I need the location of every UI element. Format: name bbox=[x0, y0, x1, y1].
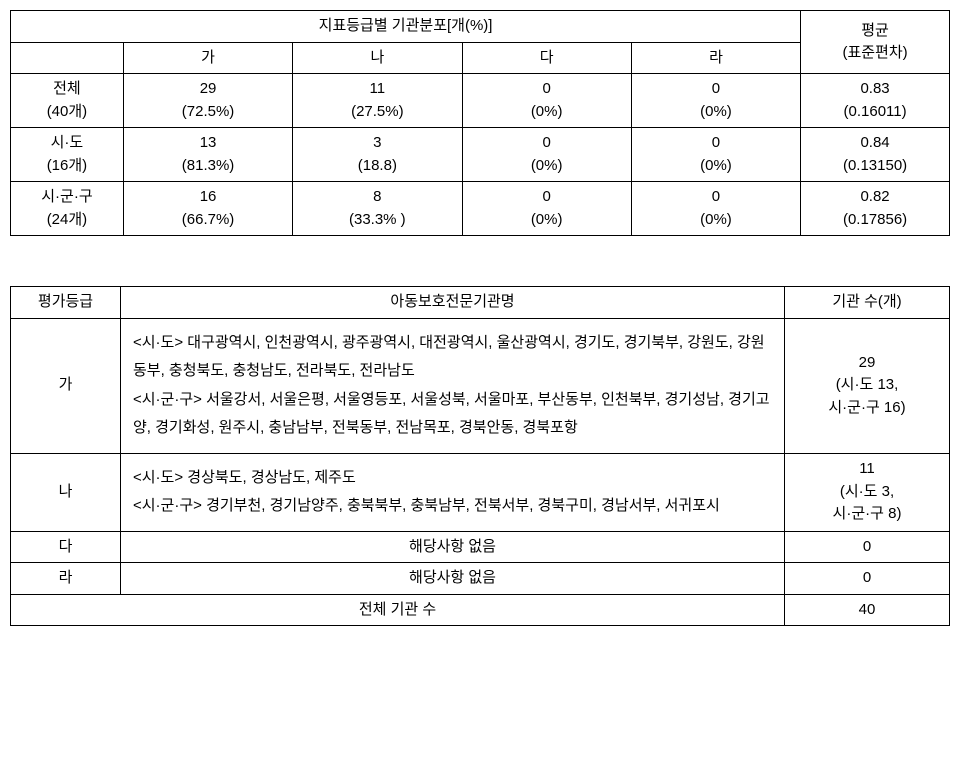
institutions-table: 평가등급 아동보호전문기관명 기관 수(개) 가 <시·도> 대구광역시, 인천… bbox=[10, 286, 950, 626]
table2-row-total: 전체 기관 수 40 bbox=[11, 594, 950, 626]
col-header-ra: 라 bbox=[631, 42, 800, 74]
total-value: 40 bbox=[785, 594, 950, 626]
table1-header-main: 지표등급별 기관분포[개(%)] bbox=[11, 11, 801, 43]
col-header-ga: 가 bbox=[123, 42, 292, 74]
table2-row-ra: 라 해당사항 없음 0 bbox=[11, 563, 950, 595]
table2-row-na: 나 <시·도> 경상북도, 경상남도, 제주도<시·군·구> 경기부천, 경기남… bbox=[11, 453, 950, 531]
desc-ra: 해당사항 없음 bbox=[121, 563, 785, 595]
count-ga: 29(시·도 13,시·군·구 16) bbox=[785, 318, 950, 453]
desc-ga: <시·도> 대구광역시, 인천광역시, 광주광역시, 대전광역시, 울산광역시,… bbox=[121, 318, 785, 453]
desc-na: <시·도> 경상북도, 경상남도, 제주도<시·군·구> 경기부천, 경기남양주… bbox=[121, 453, 785, 531]
table2-row-ga: 가 <시·도> 대구광역시, 인천광역시, 광주광역시, 대전광역시, 울산광역… bbox=[11, 318, 950, 453]
col-header-da: 다 bbox=[462, 42, 631, 74]
desc-da: 해당사항 없음 bbox=[121, 531, 785, 563]
count-na: 11(시·도 3,시·군·구 8) bbox=[785, 453, 950, 531]
table1-row-sigungu: 시·군·구(24개) 16(66.7%) 8(33.3% ) 0(0%) 0(0… bbox=[11, 182, 950, 236]
table2-row-da: 다 해당사항 없음 0 bbox=[11, 531, 950, 563]
table1-blank-header bbox=[11, 42, 124, 74]
table2-header-grade: 평가등급 bbox=[11, 287, 121, 319]
table1-row-sido: 시·도(16개) 13(81.3%) 3(18.8) 0(0%) 0(0%) 0… bbox=[11, 128, 950, 182]
total-label: 전체 기관 수 bbox=[11, 594, 785, 626]
count-ra: 0 bbox=[785, 563, 950, 595]
table1-row-total: 전체(40개) 29(72.5%) 11(27.5%) 0(0%) 0(0%) … bbox=[11, 74, 950, 128]
table1-header-avg: 평균 (표준편차) bbox=[801, 11, 950, 74]
distribution-table: 지표등급별 기관분포[개(%)] 평균 (표준편차) 가 나 다 라 전체(40… bbox=[10, 10, 950, 236]
table2-header-name: 아동보호전문기관명 bbox=[121, 287, 785, 319]
count-da: 0 bbox=[785, 531, 950, 563]
col-header-na: 나 bbox=[293, 42, 462, 74]
table2-header-count: 기관 수(개) bbox=[785, 287, 950, 319]
